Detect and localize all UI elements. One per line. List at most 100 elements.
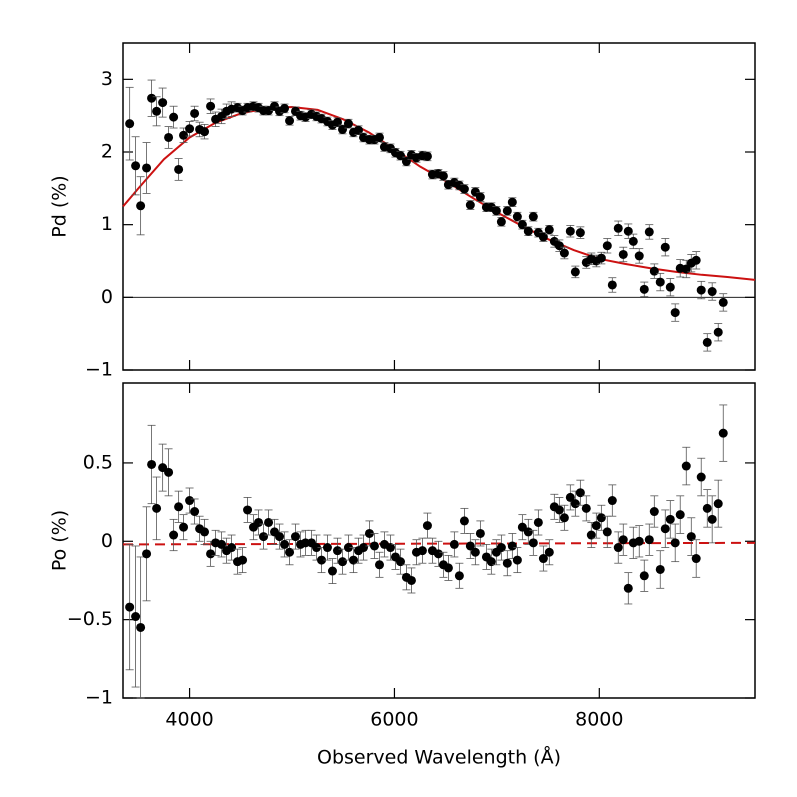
data-point [322,543,332,553]
data-point [644,227,654,237]
data-point [570,499,580,509]
data-point [169,112,179,122]
data-point [264,517,274,527]
data-point [280,539,290,549]
data-point [259,532,269,542]
data-point [634,536,644,546]
data-point [422,521,432,531]
data-point [475,192,485,202]
data-point [158,98,168,108]
data-point [707,287,717,297]
data-point [628,236,638,246]
data-point [417,546,427,556]
data-point [702,503,712,513]
data-point [655,277,665,287]
data-point [206,549,216,559]
fit-curve [122,541,756,546]
data-point [486,557,496,567]
data-point [179,522,189,532]
data-point [613,543,623,553]
data-point [649,266,659,276]
data-point [364,528,374,538]
data-point [338,124,348,134]
data-point [190,507,200,517]
data-point [586,530,596,540]
y-tick-label: −0.5 [67,608,113,630]
y-tick-label: 2 [101,141,113,163]
data-point [332,117,342,127]
data-point [713,499,723,509]
data-point [311,543,321,553]
data-point [290,532,300,542]
data-point [512,555,522,565]
data-point [470,547,480,557]
data-point [185,496,195,506]
data-point [406,575,416,585]
data-point [125,119,135,129]
data-point [591,521,601,531]
y-tick-label: −1 [85,359,113,381]
data-point [544,225,554,235]
data-point [275,532,285,542]
y-axis-label: Pd (%) [49,175,71,237]
data-point [475,528,485,538]
y-tick-label: 0.5 [83,451,113,473]
plot-frame [122,382,756,699]
data-point [433,549,443,559]
data-point [655,564,665,574]
data-point [512,212,522,222]
data-point [691,554,701,564]
data-point [565,492,575,502]
data-point [254,517,264,527]
data-point [152,106,162,116]
data-point [596,253,606,263]
data-point [359,543,369,553]
data-point [459,516,469,526]
data-point [374,560,384,570]
data-point [332,546,342,556]
fit-curve [122,105,756,281]
data-point [602,241,612,251]
data-point [179,130,189,140]
data-point [174,502,184,512]
y-tick-label: 0 [101,530,113,552]
data-point [348,555,358,565]
data-point [644,535,654,545]
data-point [147,93,157,103]
data-point [639,571,649,581]
data-point [618,249,628,259]
data-point [607,496,617,506]
data-point [670,538,680,548]
data-point [243,505,253,515]
data-point [575,228,585,238]
data-point [227,543,237,553]
data-point [327,566,337,576]
data-point [136,201,146,211]
data-point [343,119,353,129]
data-point [217,539,227,549]
data-point [696,472,706,482]
data-point [200,127,210,137]
data-point [438,171,448,181]
data-point [147,459,157,469]
data-point [395,151,405,161]
data-point [565,226,575,236]
data-point [369,541,379,551]
data-point [131,612,141,622]
y-tick-label: 3 [101,68,113,90]
data-point [602,527,612,537]
data-point [702,337,712,347]
data-point [618,535,628,545]
data-point [613,223,623,233]
data-point [449,539,459,549]
data-point [422,151,432,161]
data-point [465,200,475,210]
data-point [496,217,506,227]
data-point [596,513,606,523]
data-point [665,282,675,292]
data-point [581,503,591,513]
data-point [125,602,135,612]
data-point [718,428,728,438]
data-point [285,116,295,126]
